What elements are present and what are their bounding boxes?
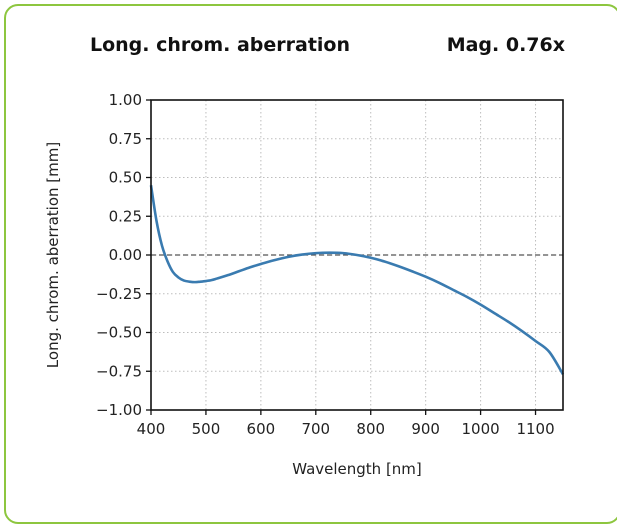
y-tick-label: −1.00	[96, 401, 142, 419]
y-tick-label: −0.50	[96, 324, 142, 342]
x-tick-label: 800	[356, 420, 385, 438]
y-tick-label: −0.75	[96, 362, 142, 380]
y-tick-label: 0.75	[109, 130, 142, 148]
aberration-chart: 400 500 600 700 800 900 1000 1100 1.00 0.75 0.50 0…	[44, 91, 565, 478]
x-tick-label: 700	[301, 420, 330, 438]
magnification-label: Mag. 0.76x	[446, 34, 565, 56]
y-axis-ticks: 1.00 0.75 0.50 0.25 0.00 −0.25 −0.50 −0.75 −1.00	[96, 91, 151, 419]
x-axis-ticks: 400 500 600 700 800 900 1000 1100	[137, 410, 555, 438]
y-tick-label: 0.25	[109, 207, 142, 225]
chart-title: Long. chrom. aberration	[90, 34, 351, 56]
y-tick-label: 0.00	[109, 246, 142, 264]
x-tick-label: 500	[192, 420, 221, 438]
y-axis-label: Long. chrom. aberration [mm]	[44, 142, 62, 368]
x-tick-label: 900	[411, 420, 440, 438]
x-tick-label: 1100	[516, 420, 554, 438]
x-tick-label: 1000	[462, 420, 500, 438]
y-tick-label: 1.00	[109, 91, 142, 109]
series	[149, 185, 565, 376]
chart-card	[4, 4, 617, 524]
y-tick-label: 0.50	[109, 169, 142, 187]
y-tick-label: −0.25	[96, 285, 142, 303]
x-axis-label: Wavelength [nm]	[292, 460, 422, 478]
x-tick-label: 600	[247, 420, 276, 438]
x-tick-label: 400	[137, 420, 166, 438]
series-line	[149, 185, 565, 376]
